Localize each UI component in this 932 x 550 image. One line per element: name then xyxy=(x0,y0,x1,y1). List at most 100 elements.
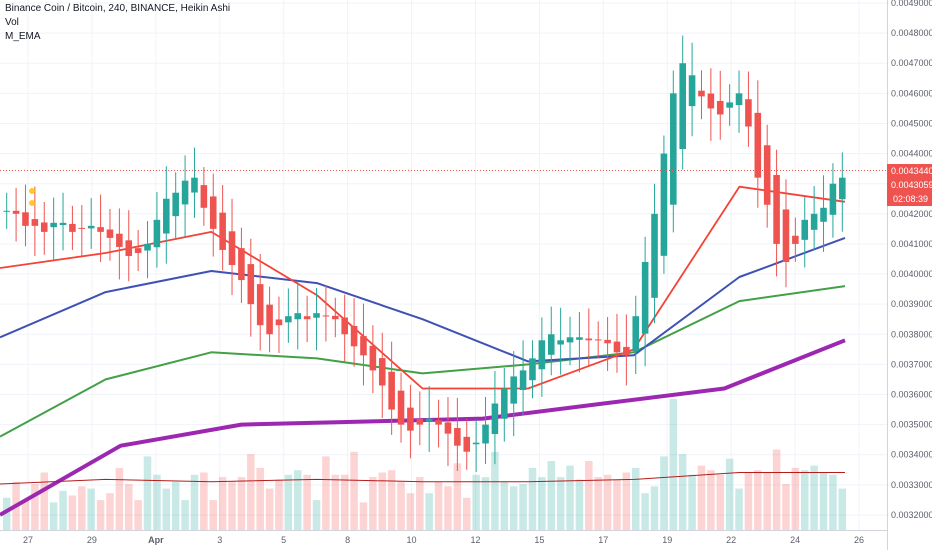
candle xyxy=(163,166,170,264)
candle xyxy=(716,70,724,140)
candle xyxy=(31,186,39,256)
grid xyxy=(0,0,887,530)
series-ema-50 xyxy=(0,236,846,363)
candle xyxy=(623,314,630,386)
candle xyxy=(69,205,76,250)
candle xyxy=(200,167,208,226)
volume-bar xyxy=(838,488,847,530)
plot-background xyxy=(0,0,887,550)
volume-bar xyxy=(200,472,208,530)
y-tick-label: 0.0035000 xyxy=(891,420,932,430)
candle xyxy=(191,147,198,218)
volume-bar xyxy=(622,472,631,530)
candle xyxy=(59,192,67,251)
candle xyxy=(444,397,452,467)
candle xyxy=(303,295,311,343)
candle xyxy=(332,297,339,338)
signal-dot xyxy=(29,188,35,194)
candle xyxy=(341,294,348,362)
candle xyxy=(22,184,29,247)
y-tick-label: 0.0032000 xyxy=(891,510,932,520)
x-tick-label: 17 xyxy=(598,535,608,545)
volume-legend[interactable]: Vol xyxy=(5,17,19,28)
volume-bar xyxy=(500,481,509,530)
countdown-tag: 02:08:39 xyxy=(887,192,932,206)
volume-bar xyxy=(735,488,743,530)
candle xyxy=(519,340,527,416)
volume-bar xyxy=(566,465,574,530)
ema-legend[interactable]: M_EMA xyxy=(5,31,41,42)
volume-bar xyxy=(293,470,302,530)
volume-bar xyxy=(697,465,706,530)
volume-bar xyxy=(228,481,236,530)
candle xyxy=(322,285,330,342)
candle xyxy=(754,80,762,208)
candle xyxy=(679,35,686,170)
volume-bar xyxy=(678,454,687,530)
volume-bar xyxy=(791,467,800,530)
volume-bar xyxy=(397,481,405,530)
y-tick-label: 0.0039000 xyxy=(891,299,932,309)
candle xyxy=(247,238,255,337)
volume-bar xyxy=(453,463,462,530)
chart-title[interactable]: Binance Coin / Bitcoin, 240, BINANCE, He… xyxy=(5,3,231,14)
candle xyxy=(125,210,133,282)
volume-bar xyxy=(387,470,396,530)
volume-bar xyxy=(613,479,621,530)
y-tick-label: 0.0046000 xyxy=(891,88,932,98)
volume-bar xyxy=(247,454,255,530)
candle xyxy=(482,396,489,464)
x-tick-label: 22 xyxy=(726,535,736,545)
candle xyxy=(604,316,611,371)
candle xyxy=(78,205,86,257)
volume-bar xyxy=(59,490,67,530)
candle xyxy=(745,71,752,147)
candle xyxy=(576,311,583,373)
volume-bar xyxy=(115,467,124,530)
candle xyxy=(388,341,395,435)
candle xyxy=(153,192,161,268)
volume-bar xyxy=(322,456,330,530)
candle xyxy=(87,198,95,249)
volume-bar xyxy=(434,481,443,530)
candle xyxy=(501,367,508,442)
candle xyxy=(726,84,733,126)
candle xyxy=(256,254,264,351)
candle xyxy=(594,321,602,359)
candle xyxy=(613,313,621,373)
candle xyxy=(585,308,593,366)
candle xyxy=(181,155,189,237)
last-price-tag: 0.0043440 xyxy=(887,164,932,178)
signal-dots xyxy=(29,188,35,206)
volume-bar xyxy=(819,472,828,530)
candle xyxy=(463,418,471,470)
price-axis[interactable] xyxy=(887,0,932,550)
volume-bar xyxy=(594,477,602,530)
x-tick-label: Apr xyxy=(148,535,164,545)
countdown-label: 02:08:39 xyxy=(893,194,928,204)
volume-bar xyxy=(237,477,246,530)
volume-bar xyxy=(829,474,837,530)
candle xyxy=(144,221,151,279)
volume-bar xyxy=(378,472,387,530)
volume-bar xyxy=(763,472,771,530)
candle xyxy=(773,149,780,277)
volume-bar xyxy=(810,465,818,530)
candle xyxy=(557,307,564,375)
volume-bar xyxy=(2,497,11,530)
y-tick-label: 0.0041000 xyxy=(891,239,932,249)
x-tick-label: 3 xyxy=(217,535,222,545)
x-tick-label: 27 xyxy=(23,535,33,545)
candle xyxy=(510,351,517,437)
y-tick-label: 0.0045000 xyxy=(891,118,932,128)
volume-bar xyxy=(425,493,433,530)
candle xyxy=(40,201,48,255)
x-tick-label: 19 xyxy=(662,535,672,545)
x-tick-label: 8 xyxy=(345,535,350,545)
candle xyxy=(707,68,715,141)
time-axis[interactable] xyxy=(0,530,887,550)
candle xyxy=(116,208,123,280)
volume-bar xyxy=(744,472,753,530)
candle xyxy=(472,419,480,472)
